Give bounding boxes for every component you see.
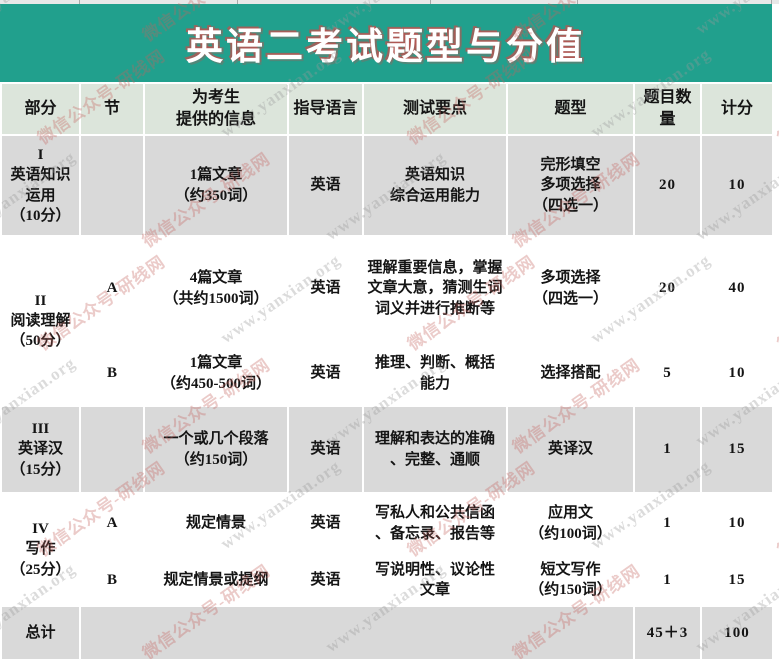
cell-lang: 英语 xyxy=(287,405,364,494)
cell-points: 英语知识 综合运用能力 xyxy=(362,134,508,237)
cell-section: A xyxy=(79,492,145,555)
cell-score: 15 xyxy=(700,553,774,607)
cell-count: 20 xyxy=(633,235,702,342)
cell-lang: 英语 xyxy=(287,340,364,407)
cell-count: 5 xyxy=(633,340,702,407)
gridline-tick xyxy=(79,0,80,4)
cell-points: 写说明性、议论性 文章 xyxy=(362,553,508,607)
cell-part: IV 写作 （25分） xyxy=(0,492,81,607)
header-qtype: 题型 xyxy=(506,82,635,136)
header-points: 测试要点 xyxy=(362,82,508,136)
cell-info: 规定情景 xyxy=(143,492,289,555)
cell-section xyxy=(79,134,145,237)
gridline-tick xyxy=(771,0,772,4)
total-score: 100 xyxy=(700,605,774,659)
cell-section: B xyxy=(79,553,145,607)
table-row: I 英语知识 运用 （10分） 1篇文章 （约350词） 英语 英语知识 综合运… xyxy=(0,134,774,237)
cell-lang: 英语 xyxy=(287,235,364,342)
cell-info: 一个或几个段落 （约150词） xyxy=(143,405,289,494)
cell-count: 1 xyxy=(633,553,702,607)
exam-structure-table: 部分 节 为考生 提供的信息 指导语言 测试要点 题型 题目数量 计分 I 英语… xyxy=(0,82,774,659)
cell-section: A xyxy=(79,235,145,342)
cell-part: II 阅读理解 （50分） xyxy=(0,235,81,407)
cell-qtype: 应用文 （约100词） xyxy=(506,492,635,555)
cell-lang: 英语 xyxy=(287,553,364,607)
cell-part: I 英语知识 运用 （10分） xyxy=(0,134,81,237)
header-info: 为考生 提供的信息 xyxy=(143,82,289,136)
cell-count: 20 xyxy=(633,134,702,237)
table-row: B 1篇文章 （约450-500词） 英语 推理、判断、概括 能力 选择搭配 5… xyxy=(1,340,774,407)
cell-lang: 英语 xyxy=(287,492,364,555)
table-row: III 英译汉 （15分） 一个或几个段落 （约150词） 英语 理解和表达的准… xyxy=(0,405,774,494)
header-section: 节 xyxy=(79,82,145,136)
cell-points: 写私人和公共信函 、备忘录、报告等 xyxy=(362,492,508,555)
title-banner: 英语二考试题型与分值 xyxy=(0,4,772,82)
total-merged-blank xyxy=(79,605,635,659)
cell-qtype: 英译汉 xyxy=(506,405,635,494)
header-score: 计分 xyxy=(700,82,774,136)
cell-qtype: 选择搭配 xyxy=(506,340,635,407)
cell-score: 10 xyxy=(700,492,774,555)
page-title: 英语二考试题型与分值 xyxy=(186,27,586,68)
cell-score: 10 xyxy=(700,134,774,237)
gridline-tick xyxy=(237,0,238,4)
total-count: 45＋3 xyxy=(633,605,702,659)
cell-info: 1篇文章 （约450-500词） xyxy=(143,340,289,407)
header-count: 题目数量 xyxy=(633,82,702,136)
table-row: IV 写作 （25分） A 规定情景 英语 写私人和公共信函 、备忘录、报告等 … xyxy=(0,492,774,607)
cell-count: 1 xyxy=(633,492,702,555)
cell-points: 理解和表达的准确 、完整、通顺 xyxy=(362,405,508,494)
cell-part: III 英译汉 （15分） xyxy=(0,405,81,494)
cell-points: 理解重要信息，掌握文章大意，猜测生词词义并进行推断等 xyxy=(362,235,508,342)
cell-qtype: 短文写作 （约150词） xyxy=(506,553,635,607)
table-row: B 规定情景或提纲 英语 写说明性、议论性 文章 短文写作 （约150词） 1 … xyxy=(1,553,774,607)
cell-score: 10 xyxy=(700,340,774,407)
cell-info: 4篇文章 （共约1500词） xyxy=(143,235,289,342)
cell-points: 推理、判断、概括 能力 xyxy=(362,340,508,407)
cell-section xyxy=(79,405,145,494)
header-lang: 指导语言 xyxy=(287,82,364,136)
cell-score: 40 xyxy=(700,235,774,342)
table-header-row: 部分 节 为考生 提供的信息 指导语言 测试要点 题型 题目数量 计分 xyxy=(0,82,774,136)
cell-score: 15 xyxy=(700,405,774,494)
gridline-tick xyxy=(577,0,578,4)
table-row: II 阅读理解 （50分） A 4篇文章 （共约1500词） 英语 理解重要信息… xyxy=(0,235,774,407)
cell-info: 1篇文章 （约350词） xyxy=(143,134,289,237)
gridline-tick xyxy=(430,0,431,4)
cell-count: 1 xyxy=(633,405,702,494)
cell-section: B xyxy=(79,340,145,407)
cell-qtype: 多项选择 （四选一） xyxy=(506,235,635,342)
header-part: 部分 xyxy=(0,82,81,136)
cell-lang: 英语 xyxy=(287,134,364,237)
spreadsheet-row-sliver xyxy=(0,0,779,4)
total-label: 总计 xyxy=(0,605,81,659)
cell-info: 规定情景或提纲 xyxy=(143,553,289,607)
cell-qtype: 完形填空 多项选择 （四选一） xyxy=(506,134,635,237)
table-total-row: 总计 45＋3 100 xyxy=(0,605,774,659)
